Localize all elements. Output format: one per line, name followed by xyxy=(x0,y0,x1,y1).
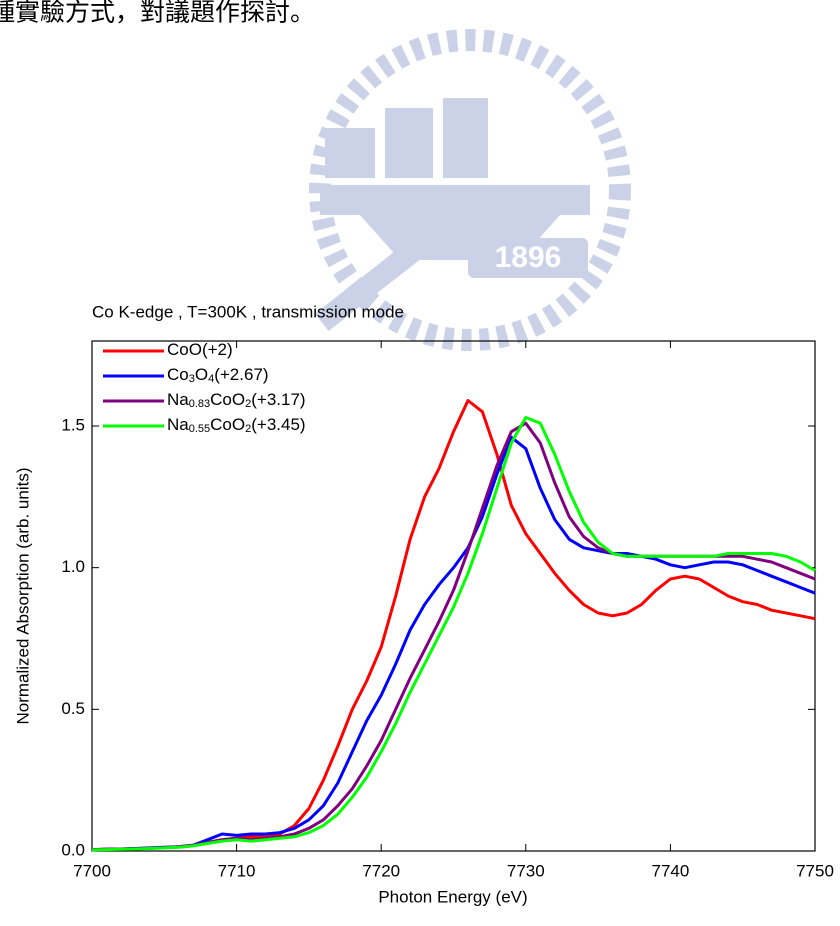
x-tick-label: 7700 xyxy=(73,861,111,880)
data-line xyxy=(91,399,816,852)
legend-label: CoO(+2) xyxy=(167,340,233,359)
plot-frame xyxy=(91,340,816,852)
y-tick-label: 0.5 xyxy=(61,699,85,718)
x-tick-label: 7720 xyxy=(362,861,400,880)
x-tick-label: 7750 xyxy=(796,861,834,880)
legend-label: Co3O4(+2.67) xyxy=(167,365,269,385)
page-text: 種實驗方式，對議題作探討。 xyxy=(0,0,315,27)
data-line xyxy=(91,435,816,852)
y-tick-label: 1.5 xyxy=(61,415,85,434)
x-tick-label: 7740 xyxy=(651,861,689,880)
data-line xyxy=(91,421,816,852)
y-tick-label: 1.0 xyxy=(61,557,85,576)
x-tick-label: 7710 xyxy=(218,861,256,880)
watermark xyxy=(309,29,631,351)
x-axis-label: Photon Energy (eV) xyxy=(378,887,527,906)
watermark-year: 1896 xyxy=(495,241,562,274)
legend-label: Na0.83CoO2(+3.17) xyxy=(167,390,306,410)
x-tick-label: 7730 xyxy=(507,861,545,880)
y-axis-label: Normalized Absorption (arb. units) xyxy=(13,467,32,724)
y-tick-label: 0.0 xyxy=(61,840,85,859)
data-line xyxy=(91,416,816,852)
legend-label: Na0.55CoO2(+3.45) xyxy=(167,415,306,435)
chart-title: Co K-edge , T=300K , transmission mode xyxy=(92,302,404,321)
